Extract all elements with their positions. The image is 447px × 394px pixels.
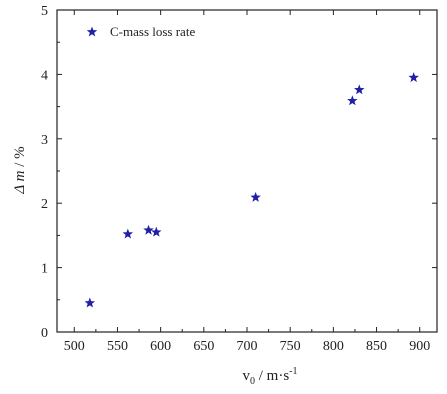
data-point — [151, 226, 162, 237]
y-tick-label: 5 — [41, 4, 48, 19]
y-tick-label: 2 — [41, 197, 48, 212]
data-point — [122, 228, 134, 239]
x-tick-label: 850 — [366, 339, 387, 354]
x-tick-label: 900 — [409, 339, 430, 354]
legend-label: C-mass loss rate — [110, 24, 195, 39]
x-axis-label-superscript: -1 — [289, 366, 297, 377]
y-tick-label: 4 — [41, 68, 48, 83]
x-tick-label: 800 — [323, 339, 344, 354]
x-tick-label: 700 — [237, 339, 258, 354]
data-point — [354, 84, 365, 95]
data-point — [250, 191, 261, 202]
data-point — [84, 297, 96, 308]
data-point — [143, 224, 154, 235]
axes-layer — [56, 9, 438, 333]
legend-marker-star — [86, 26, 98, 37]
points-layer — [84, 72, 419, 308]
y-tick-label: 1 — [41, 262, 48, 277]
x-tick-label: 650 — [193, 339, 214, 354]
plot-frame — [56, 9, 438, 333]
x-axis-label-unit: / m·s — [255, 368, 289, 384]
x-tick-label: 550 — [107, 339, 128, 354]
data-point — [408, 72, 419, 83]
y-axis-label-main: Δ m — [12, 170, 28, 194]
y-tick-label: 3 — [41, 133, 48, 148]
y-axis-label: Δ m / % — [12, 146, 28, 194]
y-axis-label-unit: / % — [12, 146, 28, 170]
legend: C-mass loss rate — [86, 24, 195, 39]
x-tick-label: 500 — [64, 339, 85, 354]
x-tick-label: 600 — [150, 339, 171, 354]
y-tick-label: 0 — [41, 326, 48, 341]
data-point — [347, 95, 358, 106]
ticks-layer: 500 550 600 650 700 750 800 850 900 0 1 2 3 4 5 — [41, 4, 437, 354]
x-axis-label: v0 / m·s-1 — [242, 366, 297, 387]
x-axis-label-main: v — [242, 368, 250, 384]
x-axis-label-subscript: 0 — [250, 376, 255, 387]
x-tick-label: 750 — [280, 339, 301, 354]
